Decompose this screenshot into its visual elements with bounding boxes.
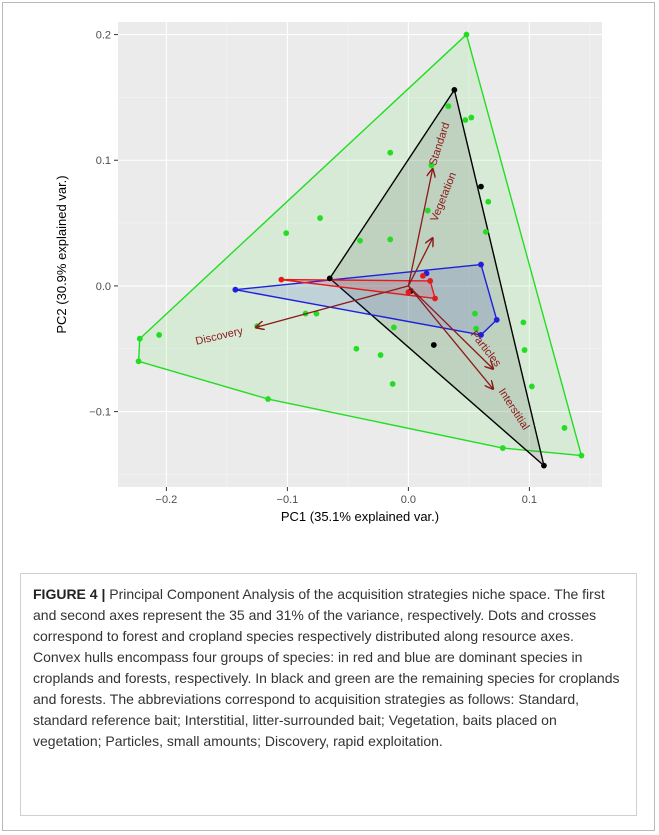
point-green [468,114,475,121]
point-green [313,310,320,317]
x-tick-label: −0.1 [277,494,299,506]
point-green [387,236,394,243]
point-green [462,117,469,123]
vector-particles [407,285,493,369]
y-tick-label: 0.0 [96,281,111,293]
point-blue [232,286,239,293]
point-blue [493,316,500,323]
point-green [357,237,363,244]
vector-discovery [256,285,409,327]
point-black [430,342,437,348]
point-green [389,381,396,387]
y-axis-title: PC2 (30.9% explained var.) [54,175,69,333]
x-tick-label: −0.2 [156,494,178,506]
pca-biplot: −0.2 −0.1 0.0 0.1 −0.1 0.0 0.1 0.2 PC1 (35.1% ex… [54,22,602,524]
point-black [451,86,458,93]
point-blue [478,332,484,338]
point-blue [478,261,484,268]
point-black [326,275,333,282]
point-green [390,324,397,331]
hull-black [329,89,545,467]
figure-label: FIGURE 4 | [33,586,106,602]
point-green [317,215,323,221]
point-green [156,332,163,338]
point-green [387,149,394,156]
x-axis-title: PC1 (35.1% explained var.) [281,509,439,524]
point-green [445,103,452,110]
point-green [473,325,480,332]
vector-vegetation [407,238,432,287]
point-green [136,335,143,342]
vector-interstitial [407,285,493,389]
point-green [521,347,528,353]
point-green [561,425,568,431]
point-red [427,277,434,284]
point-green [353,345,360,352]
point-green [424,207,431,214]
caption-text: Principal Component Analysis of the acqu… [33,586,620,749]
point-green [482,228,489,235]
point-green [428,162,435,169]
point-red [432,295,438,302]
y-tick-label: 0.2 [96,30,111,42]
figure-caption: FIGURE 4 | Principal Component Analysis … [20,573,637,816]
point-green [135,358,142,365]
point-green [472,310,478,317]
point-green [485,198,492,205]
point-black [541,462,547,469]
point-red [420,272,426,279]
plot-panel [118,22,602,487]
x-tick-label: 0.1 [522,494,537,506]
point-green [578,452,585,459]
point-green [265,396,271,402]
y-tick-label: −0.1 [89,407,111,419]
point-green [283,230,290,237]
hull-red [280,278,436,300]
point-red [405,289,412,296]
point-green [528,383,535,390]
point-green [499,445,506,451]
point-green [463,31,470,38]
point-black [478,183,484,190]
vector-standard [407,169,432,287]
point-green [520,319,527,326]
point-red [278,276,285,283]
x-tick-label: 0.0 [401,494,416,506]
y-tick-label: 0.1 [96,155,111,167]
point-green [377,352,384,358]
